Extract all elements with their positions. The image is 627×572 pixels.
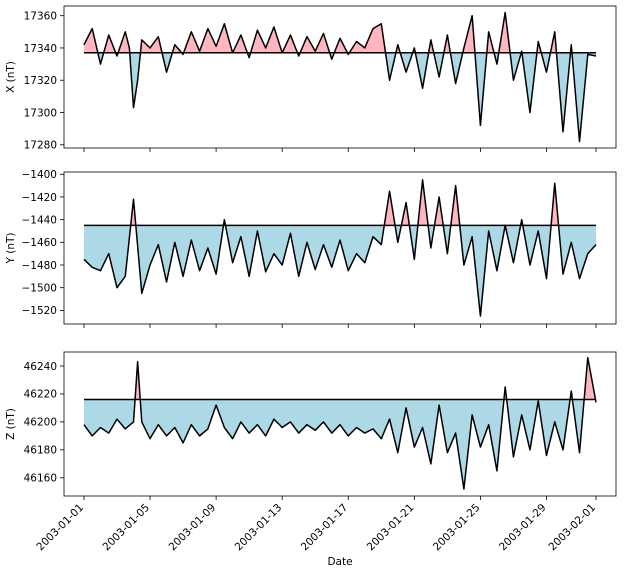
y-tick-label: −1440 bbox=[21, 214, 57, 226]
y-tick-label: 46200 bbox=[24, 417, 57, 429]
y-component-panel: −1520 −1500 −1480 −1460 −1440 −1420 −1400 Y (nT… bbox=[5, 169, 617, 328]
axes-frame bbox=[63, 5, 617, 149]
axes-frame bbox=[63, 351, 617, 497]
y-tick-label: −1460 bbox=[21, 237, 57, 249]
x-tick-label: 2003-02-01 bbox=[547, 502, 599, 554]
x-tick-label: 2003-01-05 bbox=[101, 502, 153, 554]
x-tick-label: 2003-01-21 bbox=[365, 502, 417, 554]
y-tick-label: 17340 bbox=[24, 43, 57, 55]
y-tick-label: 17360 bbox=[24, 10, 57, 22]
x-component-panel: 17280 17300 17320 17340 17360 X (nT) bbox=[5, 5, 617, 152]
y-tick-label: 46180 bbox=[24, 445, 57, 457]
fill-above-baseline bbox=[83, 12, 572, 53]
fill-below-baseline bbox=[83, 52, 597, 142]
y-tick-label: −1400 bbox=[21, 169, 57, 181]
y-tick-label: 46220 bbox=[24, 389, 57, 401]
y-tick-label: 46240 bbox=[24, 361, 57, 373]
series-line-y bbox=[83, 179, 597, 317]
x-tick-label: 2003-01-09 bbox=[167, 502, 219, 554]
x-tick-label: 2003-01-01 bbox=[34, 502, 86, 554]
series-line-x bbox=[83, 11, 597, 143]
series-line-z bbox=[83, 356, 597, 490]
fill-below-baseline bbox=[83, 399, 597, 490]
x-tick-label: 2003-01-25 bbox=[431, 502, 483, 554]
y-tick-label: 17300 bbox=[24, 107, 57, 119]
y-tick-label: 46160 bbox=[24, 473, 57, 485]
x-axis-label: Date bbox=[327, 556, 352, 568]
y-axis-label: Z (nT) bbox=[5, 408, 17, 440]
fill-below-baseline bbox=[83, 225, 597, 317]
y-tick-label: 17280 bbox=[24, 140, 57, 152]
x-tick-label: 2003-01-13 bbox=[233, 502, 285, 554]
z-component-panel: 46160 46180 46200 46220 46240 2003-01-01 2003-… bbox=[5, 351, 617, 568]
y-axis-label: X (nT) bbox=[5, 61, 17, 93]
y-tick-label: 17320 bbox=[24, 75, 57, 87]
y-tick-label: −1500 bbox=[21, 283, 57, 295]
y-tick-label: −1420 bbox=[21, 192, 57, 204]
y-tick-label: −1480 bbox=[21, 260, 57, 272]
x-tick-label: 2003-01-29 bbox=[497, 502, 549, 554]
y-tick-label: −1520 bbox=[21, 305, 57, 317]
x-tick-label: 2003-01-17 bbox=[299, 502, 351, 554]
axes-frame bbox=[63, 171, 617, 325]
y-axis-label: Y (nT) bbox=[5, 232, 17, 264]
